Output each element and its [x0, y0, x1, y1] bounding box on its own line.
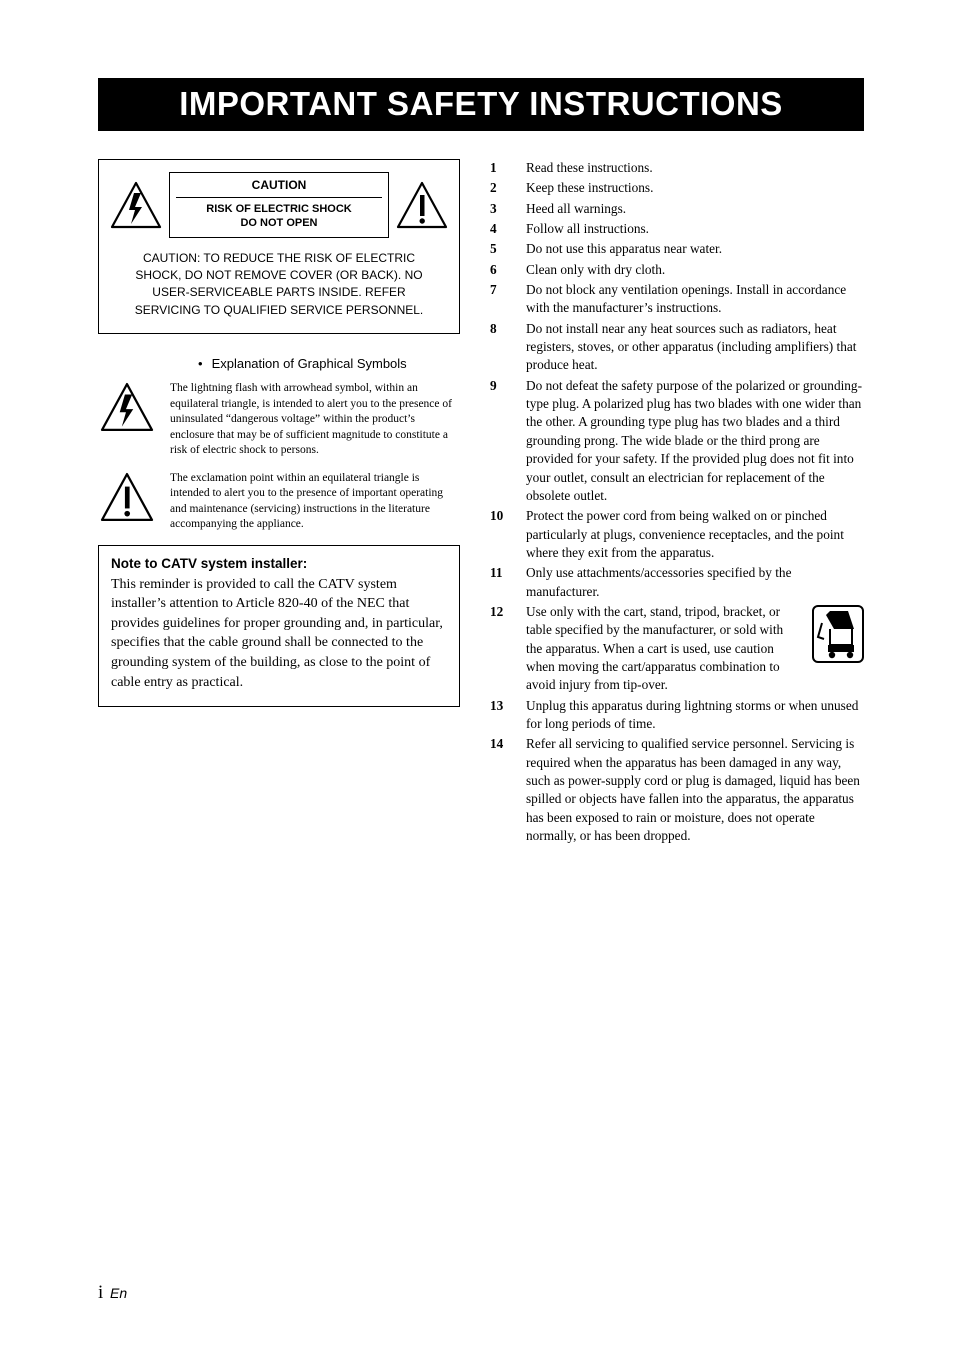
instruction-text: Clean only with dry cloth.: [526, 261, 864, 279]
symbol-exclaim-text: The exclamation point within an equilate…: [170, 471, 460, 533]
instruction-text: Do not defeat the safety purpose of the …: [526, 377, 864, 505]
instruction-number: 12: [490, 603, 526, 695]
instruction-number: 14: [490, 735, 526, 845]
instruction-item: 1Read these instructions.: [490, 159, 864, 177]
instruction-number: 7: [490, 281, 526, 318]
catv-title: Note to CATV system installer:: [111, 556, 447, 571]
caution-sub1: RISK OF ELECTRIC SHOCK: [206, 203, 351, 215]
instruction-list: 1Read these instructions.2Keep these ins…: [490, 159, 864, 845]
instruction-item: 12Use only with the cart, stand, tripod,…: [490, 603, 864, 695]
instruction-item: 8Do not install near any heat sources su…: [490, 320, 864, 375]
instruction-number: 13: [490, 697, 526, 734]
page-number: i: [98, 1282, 103, 1303]
instruction-text: Do not use this apparatus near water.: [526, 240, 864, 258]
instruction-text: Only use attachments/accessories specifi…: [526, 564, 864, 601]
instruction-text: Heed all warnings.: [526, 200, 864, 218]
left-column: CAUTION RISK OF ELECTRIC SHOCK DO NOT OP…: [98, 159, 460, 847]
instruction-text: Unplug this apparatus during lightning s…: [526, 697, 864, 734]
instruction-item: 11Only use attachments/accessories speci…: [490, 564, 864, 601]
instruction-number: 5: [490, 240, 526, 258]
caution-word: CAUTION: [252, 178, 307, 192]
instruction-item: 10Protect the power cord from being walk…: [490, 507, 864, 562]
instruction-text: Protect the power cord from being walked…: [526, 507, 864, 562]
instruction-item: 6Clean only with dry cloth.: [490, 261, 864, 279]
instruction-text: Read these instructions.: [526, 159, 864, 177]
instruction-item: 3Heed all warnings.: [490, 200, 864, 218]
catv-note-box: Note to CATV system installer: This remi…: [98, 545, 460, 708]
lightning-triangle-icon: [109, 180, 163, 230]
right-column: 1Read these instructions.2Keep these ins…: [490, 159, 864, 847]
symbol-lightning-row: The lightning flash with arrowhead symbo…: [98, 381, 460, 459]
caution-sub2: DO NOT OPEN: [240, 217, 317, 229]
instruction-number: 10: [490, 507, 526, 562]
lightning-triangle-icon: [98, 381, 156, 433]
instruction-item: 9Do not defeat the safety purpose of the…: [490, 377, 864, 505]
instruction-number: 9: [490, 377, 526, 505]
exclamation-triangle-icon: [98, 471, 156, 523]
instruction-number: 3: [490, 200, 526, 218]
instruction-item: 7Do not block any ventilation openings. …: [490, 281, 864, 318]
page-lang: En: [110, 1285, 127, 1301]
caution-top-row: CAUTION RISK OF ELECTRIC SHOCK DO NOT OP…: [109, 172, 449, 238]
exclamation-triangle-icon: [395, 180, 449, 230]
instruction-number: 4: [490, 220, 526, 238]
cart-tipover-icon: [812, 605, 864, 663]
page-footer: i En: [98, 1282, 127, 1304]
instruction-text: Do not install near any heat sources suc…: [526, 320, 864, 375]
symbol-lightning-text: The lightning flash with arrowhead symbo…: [170, 381, 460, 459]
symbol-exclaim-row: The exclamation point within an equilate…: [98, 471, 460, 533]
instruction-item: 2Keep these instructions.: [490, 179, 864, 197]
caution-body-text: CAUTION: TO REDUCE THE RISK OF ELECTRIC …: [109, 250, 449, 320]
instruction-number: 11: [490, 564, 526, 601]
page-title: IMPORTANT SAFETY INSTRUCTIONS: [98, 78, 864, 131]
instruction-number: 2: [490, 179, 526, 197]
instruction-text: Refer all servicing to qualified service…: [526, 735, 864, 845]
content-columns: CAUTION RISK OF ELECTRIC SHOCK DO NOT OP…: [98, 159, 864, 847]
caution-subtext: RISK OF ELECTRIC SHOCK DO NOT OPEN: [176, 197, 382, 231]
instruction-item: 14Refer all servicing to qualified servi…: [490, 735, 864, 845]
instruction-text: Use only with the cart, stand, tripod, b…: [526, 603, 864, 695]
instruction-item: 4Follow all instructions.: [490, 220, 864, 238]
instruction-number: 8: [490, 320, 526, 375]
instruction-item: 5Do not use this apparatus near water.: [490, 240, 864, 258]
instruction-number: 6: [490, 261, 526, 279]
instruction-text: Keep these instructions.: [526, 179, 864, 197]
explanation-heading: Explanation of Graphical Symbols: [98, 356, 460, 371]
instruction-number: 1: [490, 159, 526, 177]
caution-label-box: CAUTION RISK OF ELECTRIC SHOCK DO NOT OP…: [169, 172, 389, 238]
instruction-item: 13Unplug this apparatus during lightning…: [490, 697, 864, 734]
instruction-text: Follow all instructions.: [526, 220, 864, 238]
caution-panel: CAUTION RISK OF ELECTRIC SHOCK DO NOT OP…: [98, 159, 460, 334]
instruction-text: Do not block any ventilation openings. I…: [526, 281, 864, 318]
catv-body: This reminder is provided to call the CA…: [111, 575, 447, 693]
